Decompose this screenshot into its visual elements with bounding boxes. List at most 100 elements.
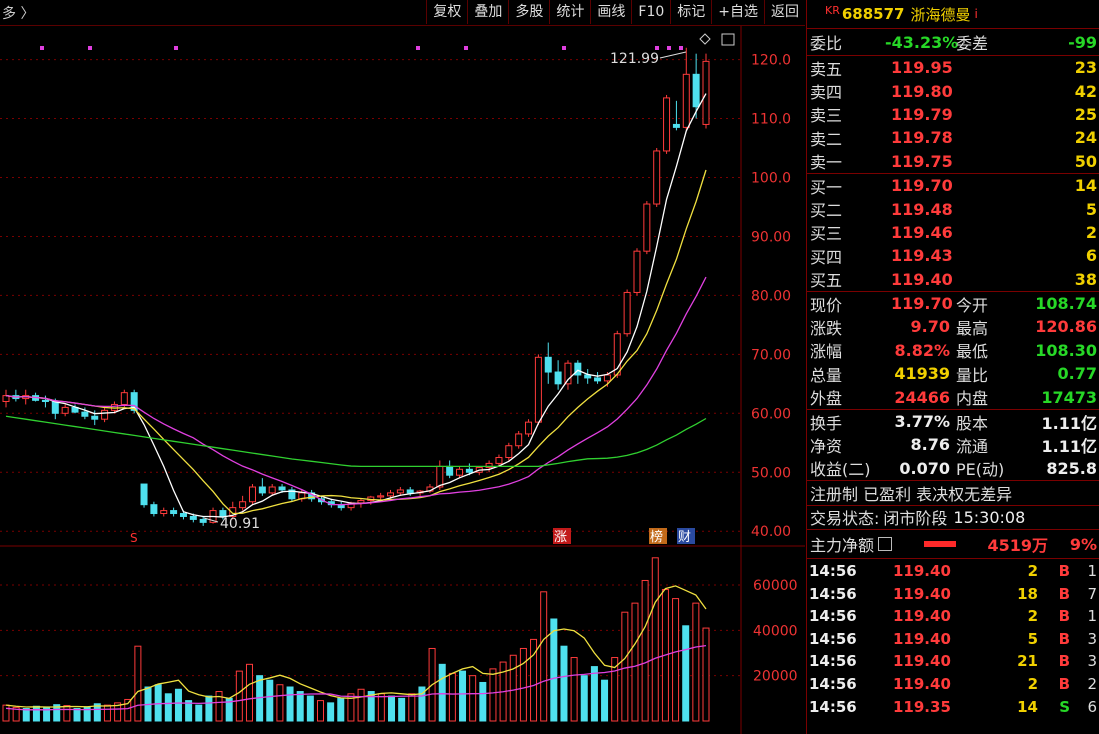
toolbar-button-0[interactable]: 复权 — [426, 0, 467, 24]
asks-row[interactable]: 卖四 119.80 42 — [807, 79, 1099, 103]
volume-bar — [519, 647, 527, 722]
candle-body — [692, 73, 700, 108]
trade-status-time: 15:30:08 — [953, 507, 1026, 527]
weicha-value: -99 — [1068, 32, 1097, 52]
tick-price: 119.40 — [893, 562, 951, 581]
volume-tick-label: 20000 — [753, 669, 798, 685]
candle-body — [288, 489, 296, 500]
tick-side: S — [1059, 697, 1070, 716]
tick-volume: 2 — [1027, 675, 1038, 693]
price-tick-label: 70.00 — [751, 347, 791, 363]
asks-row[interactable]: 卖一 119.75 50 — [807, 150, 1099, 173]
breadcrumb[interactable]: 多 〉 — [2, 6, 35, 22]
candle-body — [702, 60, 710, 125]
candle-body — [61, 406, 69, 414]
tick-price: 119.35 — [893, 697, 951, 716]
tick-row: 14:56 119.40 5 B 3 — [807, 627, 1099, 650]
bids-label: 买四 — [810, 247, 843, 267]
ma20-line — [5, 276, 707, 506]
asks-price: 119.75 — [891, 151, 953, 171]
bid-book: 买一 119.70 14 买二 119.48 5 买三 119.46 2 买四 119.43 6 买五 1… — [807, 174, 1099, 292]
volume-bar — [195, 704, 203, 722]
tick-row: 14:56 119.40 21 B 3 — [807, 649, 1099, 672]
volume-bar — [124, 698, 132, 722]
tick-price: 119.40 — [893, 652, 951, 671]
toolbar-button-3[interactable]: 统计 — [549, 0, 590, 24]
fundamental-row: 收益(二) 0.070 PE(动) 825.8 — [807, 457, 1099, 480]
candle-body — [603, 374, 611, 382]
toolbar-button-4[interactable]: 画线 — [590, 0, 631, 24]
volume-bar — [327, 702, 335, 722]
info-flag-icon[interactable]: i — [974, 7, 978, 21]
fundamental-value: 3.77% — [894, 412, 950, 432]
volume-bar — [63, 705, 71, 722]
bids-label: 买二 — [810, 201, 843, 221]
quote-value: 8.82% — [894, 340, 950, 360]
bids-row[interactable]: 买五 119.40 38 — [807, 268, 1099, 291]
candle-body — [663, 97, 671, 152]
bids-price: 119.46 — [891, 222, 953, 242]
asks-label: 卖五 — [810, 59, 843, 79]
asks-price: 119.95 — [891, 58, 953, 78]
candle-body — [653, 150, 661, 205]
volume-bar — [164, 693, 172, 722]
volume-bar — [672, 598, 680, 722]
asks-volume: 25 — [1074, 104, 1097, 124]
asks-label: 卖三 — [810, 106, 843, 126]
price-tick-label: 80.00 — [751, 288, 791, 304]
quote-row: 现价 119.70 今开 108.74 — [807, 292, 1099, 315]
candle-body — [554, 371, 562, 385]
volume-bar — [469, 675, 477, 722]
bids-price: 119.43 — [891, 246, 953, 266]
quote-value: 108.74 — [1035, 294, 1097, 314]
bids-row[interactable]: 买二 119.48 5 — [807, 197, 1099, 221]
volume-bar — [408, 693, 416, 722]
volume-bar — [682, 625, 690, 722]
asks-row[interactable]: 卖三 119.79 25 — [807, 103, 1099, 126]
list-icon[interactable] — [878, 537, 893, 552]
volume-bar — [205, 695, 213, 722]
bids-row[interactable]: 买一 119.70 14 — [807, 174, 1099, 197]
volume-bar — [367, 691, 375, 722]
ma60-line — [5, 415, 707, 468]
event-marker-bg — [649, 528, 667, 544]
candle-body — [465, 468, 473, 473]
quote-label: 外盘 — [810, 389, 843, 409]
tick-price: 119.40 — [893, 607, 951, 626]
tick-count: 3 — [1087, 652, 1097, 671]
candle-body — [160, 510, 168, 515]
tick-time: 14:56 — [809, 675, 857, 693]
candle-body — [406, 489, 414, 494]
volume-bar — [377, 693, 385, 722]
event-marker-bg — [677, 528, 695, 544]
quote-label: 涨幅 — [810, 342, 843, 362]
volume-bar — [398, 697, 406, 722]
fundamental-value: 0.070 — [899, 458, 950, 478]
bids-volume: 6 — [1085, 246, 1097, 266]
volume-bar — [12, 706, 20, 722]
bids-row[interactable]: 买四 119.43 6 — [807, 244, 1099, 267]
toolbar-button-5[interactable]: F10 — [631, 0, 670, 24]
bids-row[interactable]: 买三 119.46 2 — [807, 221, 1099, 244]
toolbar-button-8[interactable]: 返回 — [764, 0, 805, 24]
weibi-label: 委比 — [810, 34, 843, 53]
tick-row: 14:56 119.40 2 B 2 — [807, 672, 1099, 695]
toolbar-button-1[interactable]: 叠加 — [467, 0, 508, 24]
kline-chart[interactable]: 120.0 110.0 100.0 90.00 80.00 70.00 60.00 50.00… — [0, 26, 805, 734]
asks-row[interactable]: 卖二 119.78 24 — [807, 126, 1099, 149]
toolbar-button-7[interactable]: +自选 — [711, 0, 764, 24]
tick-side: B — [1058, 629, 1070, 648]
fundamental-value: 1.11亿 — [1041, 413, 1097, 433]
signal-dot — [464, 46, 468, 50]
asks-row[interactable]: 卖五 119.95 23 — [807, 56, 1099, 79]
toolbar-button-6[interactable]: 标记 — [670, 0, 711, 24]
weibi-row: 委比 -43.23% 委差 -99 — [807, 29, 1099, 56]
asks-label: 卖四 — [810, 83, 843, 103]
tick-list[interactable]: 14:56 119.40 2 B 1 14:56 119.40 18 B 7 14:56 119.40… — [807, 559, 1099, 717]
toolbar-button-2[interactable]: 多股 — [508, 0, 549, 24]
volume-bar — [316, 700, 324, 722]
tick-time: 14:56 — [809, 607, 857, 626]
price-tick-label: 120.0 — [751, 53, 791, 69]
price-tick-label: 40.00 — [751, 524, 791, 540]
tick-row: 14:56 119.35 14 S 6 — [807, 695, 1099, 718]
